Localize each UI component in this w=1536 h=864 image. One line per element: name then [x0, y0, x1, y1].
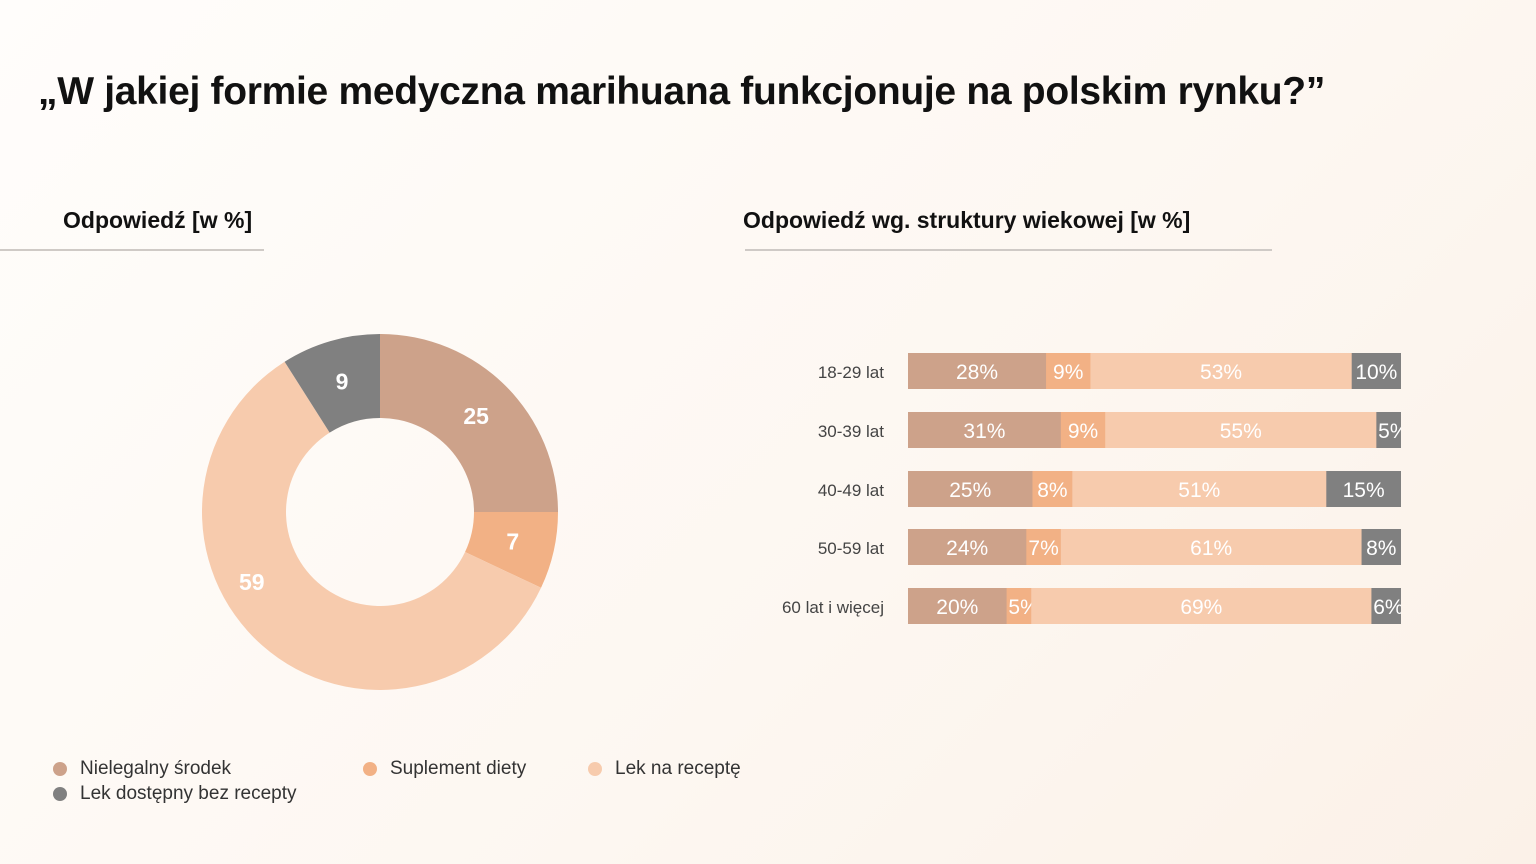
bar-segment [1376, 412, 1401, 448]
legend-item-otc: Lek dostępny bez recepty [53, 783, 297, 805]
donut-slice-label: 9 [336, 368, 349, 394]
bar-segment [1351, 353, 1401, 389]
bar-value-label: 24% [946, 537, 988, 560]
legend-swatch [588, 762, 602, 776]
bar-value-label: 61% [1190, 537, 1232, 560]
bar-value-label: 10% [1355, 361, 1397, 384]
divider [745, 249, 1272, 251]
bar-segment [908, 471, 1033, 507]
donut-slice [201, 361, 542, 690]
bar-value-label: 31% [963, 420, 1005, 443]
divider [0, 249, 264, 251]
bar-value-label: 9% [1068, 420, 1098, 443]
bar-value-label: 8% [1037, 479, 1067, 502]
bar-value-label: 15% [1343, 479, 1385, 502]
bar-value-label: 5% [1378, 420, 1408, 443]
donut-slice-label: 25 [463, 403, 489, 429]
bar-value-label: 7% [1028, 537, 1058, 560]
bar-segment [1072, 471, 1327, 507]
bar-segment [908, 353, 1047, 389]
bar-segment [908, 529, 1027, 565]
bar-segment [1090, 353, 1353, 389]
legend-item-illegal: Nielegalny środek [53, 758, 231, 780]
bar-value-label: 20% [936, 596, 978, 619]
page-title: „W jakiej formie medyczna marihuana funk… [38, 70, 1326, 113]
bar-segment [908, 588, 1008, 624]
bar-segment [1371, 588, 1401, 624]
donut-title: Odpowiedź [w %] [63, 207, 253, 233]
category-label: 50-59 lat [818, 539, 884, 558]
donut-slice-label: 59 [239, 569, 265, 595]
legend-label: Nielegalny środek [80, 758, 232, 779]
bar-group: 28% 9% 53% 10% 31% 9% 55% 5% 25% 8% 51% 15% 24% 7% 61%… [908, 353, 1408, 624]
bar-value-label: 53% [1200, 361, 1242, 384]
bar-chart-title: Odpowiedź wg. struktury wiekowej [w %] [743, 207, 1191, 233]
bar-value-label: 25% [949, 479, 991, 502]
bar-segment [1060, 529, 1363, 565]
donut-slice [284, 334, 380, 433]
bar-segment [1031, 588, 1372, 624]
legend-label: Lek dostępny bez recepty [80, 783, 297, 804]
legend-swatch [53, 762, 67, 776]
bar-value-label: 55% [1220, 420, 1262, 443]
bar-segment [1032, 471, 1073, 507]
category-label: 60 lat i więcej [782, 598, 884, 617]
legend-item-prescription: Lek na receptę [588, 758, 741, 780]
donut-slice-label: 7 [506, 529, 519, 555]
bar-segment [1326, 471, 1401, 507]
bar-value-label: 5% [1008, 596, 1038, 619]
category-label: 40-49 lat [818, 481, 884, 500]
legend-swatch [363, 762, 377, 776]
bar-value-label: 51% [1178, 479, 1220, 502]
bar-segment [1006, 588, 1032, 624]
bar-value-label: 9% [1053, 361, 1083, 384]
legend-item-supplement: Suplement diety [363, 758, 526, 780]
donut-slice [380, 334, 558, 512]
legend-label: Suplement diety [390, 758, 527, 779]
category-label: 18-29 lat [818, 363, 884, 382]
legend-swatch [53, 787, 67, 801]
bar-segment [1361, 529, 1401, 565]
category-label: 30-39 lat [818, 422, 884, 441]
bar-segment [1026, 529, 1062, 565]
bar-value-label: 28% [956, 361, 998, 384]
bar-segment [1046, 353, 1091, 389]
bar-segment [908, 412, 1062, 448]
bar-value-label: 69% [1180, 596, 1222, 619]
bar-value-label: 6% [1373, 596, 1403, 619]
legend-label: Lek na receptę [615, 758, 741, 779]
donut-slice [465, 512, 558, 588]
bar-segment [1105, 412, 1377, 448]
bar-segment [1060, 412, 1106, 448]
bar-value-label: 8% [1366, 537, 1396, 560]
